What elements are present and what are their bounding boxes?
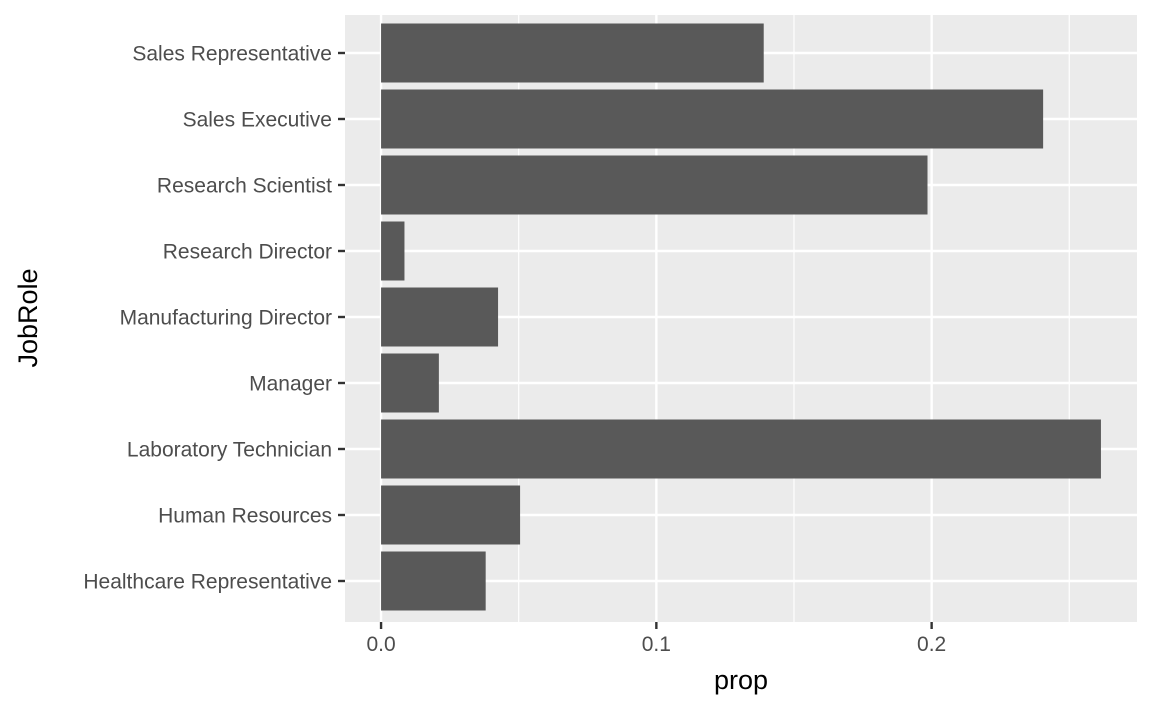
y-tick-label: Sales Representative <box>132 43 332 66</box>
y-tick-label: Research Director <box>163 241 332 264</box>
bar-research-scientist <box>381 155 928 215</box>
bar-human-resources <box>381 485 521 545</box>
bar-manager <box>381 353 439 413</box>
y-axis: Healthcare Representative Human Resources… <box>83 43 345 594</box>
y-tick-label: Manufacturing Director <box>120 307 332 330</box>
x-tick-label: 0.2 <box>917 633 946 656</box>
bar-research-director <box>381 221 405 281</box>
y-tick-label: Manager <box>249 373 332 396</box>
y-tick-label: Research Scientist <box>157 175 332 198</box>
y-tick-label: Healthcare Representative <box>83 571 332 594</box>
y-tick-label: Human Resources <box>158 505 332 528</box>
bars <box>381 23 1101 611</box>
y-tick-label: Laboratory Technician <box>127 439 332 462</box>
x-tick-label: 0.1 <box>642 633 671 656</box>
bar-laboratory-technician <box>381 419 1101 479</box>
y-axis-title: JobRole <box>13 268 43 367</box>
bar-sales-executive <box>381 89 1044 149</box>
x-axis-title: prop <box>714 665 768 695</box>
y-tick-label: Sales Executive <box>183 109 332 132</box>
x-axis: 0.0 0.1 0.2 <box>366 622 946 656</box>
bar-healthcare-representative <box>381 551 486 611</box>
bar-sales-representative <box>381 23 764 83</box>
x-tick-label: 0.0 <box>366 633 395 656</box>
bar-manufacturing-director <box>381 287 499 347</box>
